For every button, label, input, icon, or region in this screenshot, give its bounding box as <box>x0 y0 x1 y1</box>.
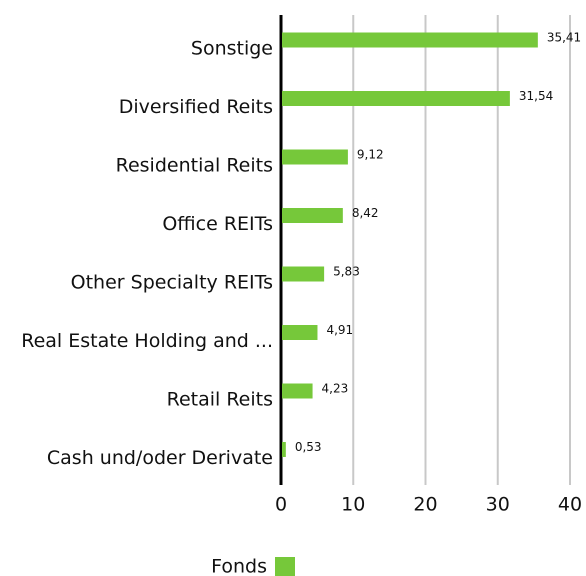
bar <box>282 266 325 282</box>
category-label: Residential Reits <box>116 155 273 177</box>
value-label: 35,41 <box>547 31 581 45</box>
bar <box>282 208 343 223</box>
x-tick-label: 10 <box>341 494 365 516</box>
value-label: 4,91 <box>326 323 353 337</box>
value-label: 5,83 <box>333 265 360 279</box>
bar <box>282 149 348 165</box>
category-label: Other Specialty REITs <box>71 272 273 294</box>
bar <box>282 325 318 340</box>
category-label: Real Estate Holding and ... <box>21 330 273 352</box>
bar <box>282 442 286 457</box>
x-tick-label: 20 <box>413 494 437 516</box>
x-tick-label: 40 <box>558 494 582 516</box>
legend-swatch <box>275 557 295 576</box>
category-label: Diversified Reits <box>119 96 273 118</box>
bar <box>282 32 538 48</box>
value-label: 9,12 <box>357 148 384 162</box>
category-label: Sonstige <box>191 38 273 60</box>
category-label: Cash und/oder Derivate <box>47 447 273 469</box>
bar <box>282 383 313 399</box>
category-label: Retail Reits <box>167 389 273 411</box>
x-tick-label: 0 <box>275 494 287 516</box>
x-tick-label: 30 <box>486 494 510 516</box>
value-label: 31,54 <box>519 89 553 103</box>
bar <box>282 91 510 106</box>
value-label: 8,42 <box>352 206 379 220</box>
value-label: 0,53 <box>295 440 322 454</box>
category-label: Office REITs <box>162 213 273 235</box>
legend-label: Fonds <box>211 556 267 576</box>
value-label: 4,23 <box>322 382 349 396</box>
